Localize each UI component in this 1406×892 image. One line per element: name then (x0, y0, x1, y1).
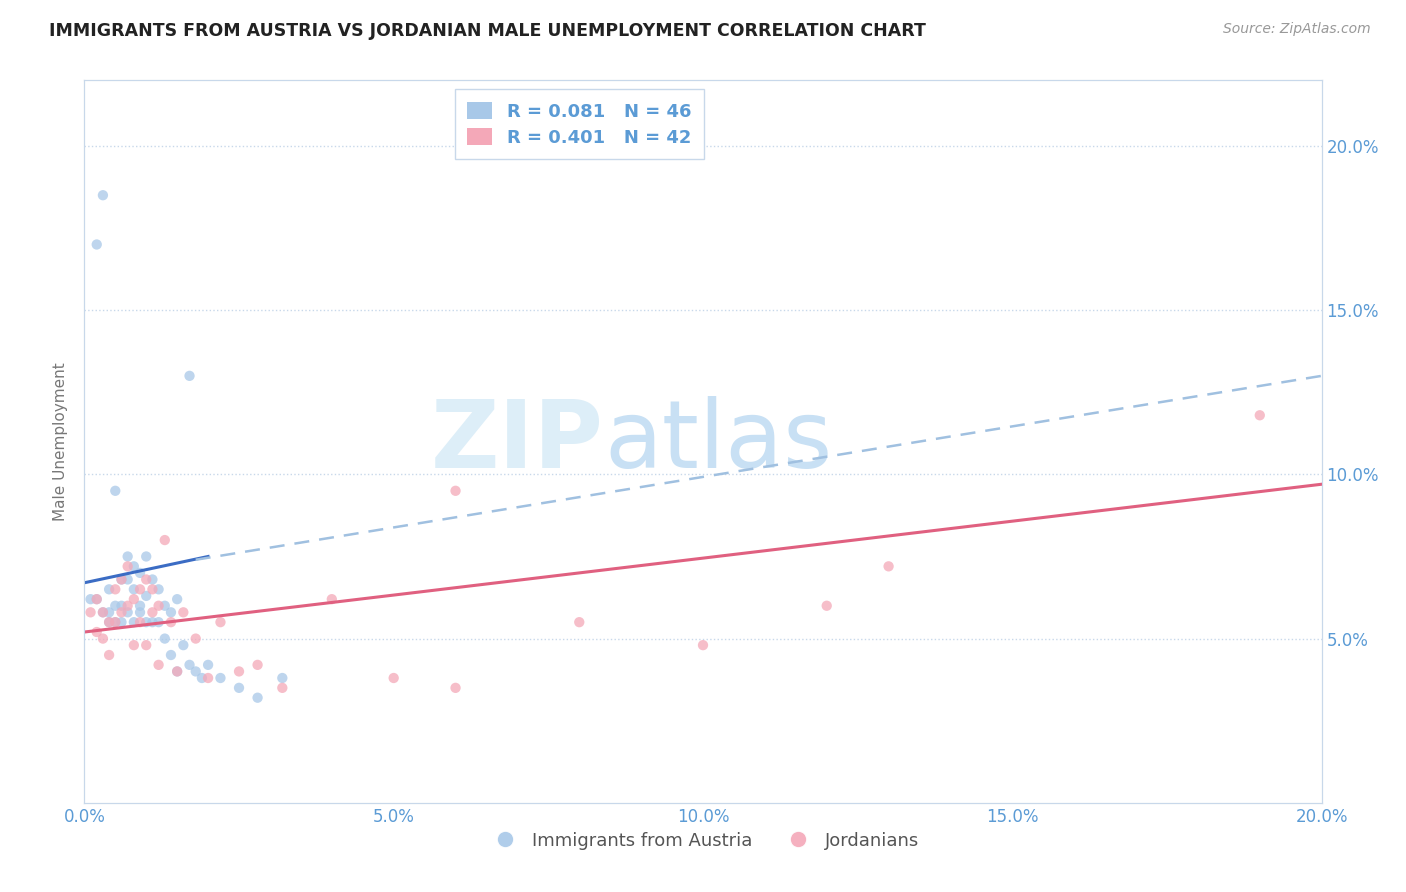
Point (184, 632, 207, 646)
Point (135, 573, 157, 587)
Text: ZIP: ZIP (432, 395, 605, 488)
Point (246, 690, 269, 705)
Point (91, 188, 114, 202)
Point (153, 533, 176, 547)
Point (141, 605, 163, 619)
Point (179, 657, 201, 672)
Point (209, 671, 232, 685)
Point (271, 671, 294, 685)
Point (815, 599, 838, 613)
Point (122, 615, 145, 630)
Point (135, 638, 157, 652)
Point (129, 599, 152, 613)
Point (135, 615, 157, 630)
Point (197, 657, 219, 672)
Y-axis label: Male Unemployment: Male Unemployment (53, 362, 69, 521)
Point (153, 599, 176, 613)
Point (110, 605, 132, 619)
Point (129, 582, 152, 597)
Point (135, 589, 157, 603)
Point (98, 582, 121, 597)
Point (382, 671, 405, 685)
Point (148, 615, 170, 630)
Point (148, 582, 170, 597)
Point (166, 592, 188, 607)
Point (98, 648, 121, 662)
Point (91, 632, 114, 646)
Point (117, 559, 139, 574)
Point (110, 615, 132, 630)
Point (172, 605, 194, 619)
Point (129, 566, 152, 580)
Point (160, 605, 183, 619)
Point (91, 605, 114, 619)
Point (172, 638, 194, 652)
Point (104, 599, 127, 613)
Point (122, 582, 145, 597)
Point (228, 665, 250, 679)
Point (141, 582, 163, 597)
Point (104, 483, 127, 498)
Point (104, 582, 127, 597)
Point (191, 671, 214, 685)
Point (692, 638, 714, 652)
Point (135, 549, 157, 564)
Point (86, 592, 108, 607)
Point (228, 681, 250, 695)
Point (98, 605, 121, 619)
Point (321, 592, 343, 607)
Point (91, 605, 114, 619)
Point (79, 605, 101, 619)
Point (122, 592, 145, 607)
Point (568, 615, 591, 630)
Point (122, 559, 145, 574)
Text: IMMIGRANTS FROM AUSTRIA VS JORDANIAN MALE UNEMPLOYMENT CORRELATION CHART: IMMIGRANTS FROM AUSTRIA VS JORDANIAN MAL… (49, 22, 927, 40)
Point (246, 657, 269, 672)
Point (197, 671, 219, 685)
Text: Source: ZipAtlas.com: Source: ZipAtlas.com (1223, 22, 1371, 37)
Legend: Immigrants from Austria, Jordanians: Immigrants from Austria, Jordanians (478, 822, 928, 859)
Point (110, 599, 132, 613)
Point (166, 665, 188, 679)
Point (117, 573, 139, 587)
Point (86, 625, 108, 640)
Point (117, 605, 139, 619)
Point (141, 615, 163, 630)
Point (148, 599, 170, 613)
Point (117, 549, 139, 564)
Point (166, 665, 188, 679)
Point (86, 237, 108, 252)
Text: atlas: atlas (605, 395, 832, 488)
Point (86, 592, 108, 607)
Point (79, 592, 101, 607)
Point (153, 632, 176, 646)
Point (110, 573, 132, 587)
Point (129, 605, 152, 619)
Point (104, 615, 127, 630)
Point (98, 615, 121, 630)
Point (98, 615, 121, 630)
Point (877, 559, 900, 574)
Point (444, 681, 467, 695)
Point (117, 599, 139, 613)
Point (271, 681, 294, 695)
Point (148, 657, 170, 672)
Point (1249, 409, 1271, 423)
Point (122, 638, 145, 652)
Point (129, 615, 152, 630)
Point (160, 648, 183, 662)
Point (184, 665, 207, 679)
Point (160, 615, 183, 630)
Point (104, 615, 127, 630)
Point (179, 368, 201, 383)
Point (110, 573, 132, 587)
Point (444, 483, 467, 498)
Point (141, 573, 163, 587)
Point (209, 615, 232, 630)
